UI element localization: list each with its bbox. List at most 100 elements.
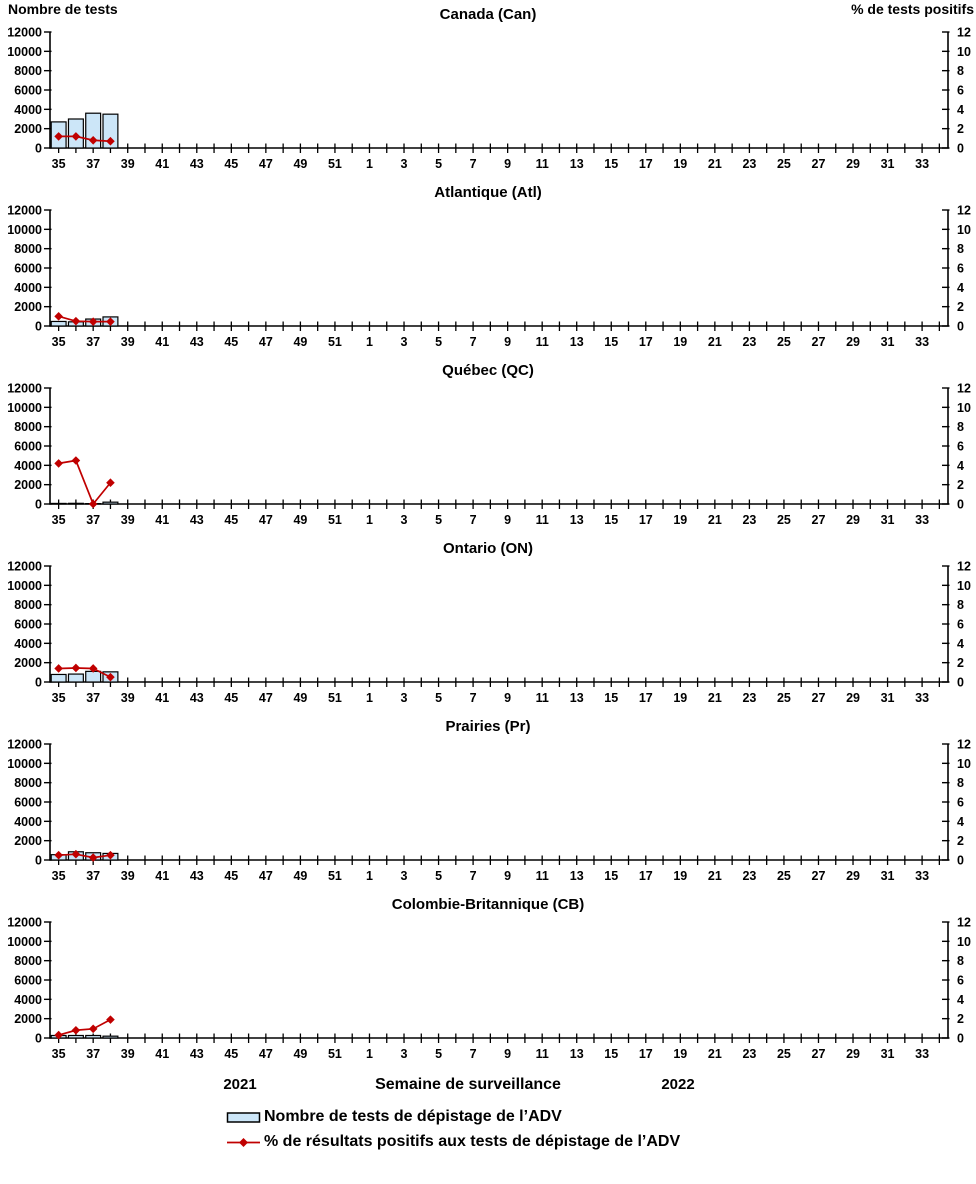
x-tick-label: 49 bbox=[293, 513, 307, 527]
x-tick-label: 29 bbox=[846, 869, 860, 883]
x-tick-label: 5 bbox=[435, 1047, 442, 1061]
x-tick-label: 33 bbox=[915, 869, 929, 883]
x-tick-label: 39 bbox=[121, 335, 135, 349]
x-tick-label: 27 bbox=[812, 869, 826, 883]
panel-title: Ontario (ON) bbox=[443, 540, 533, 557]
x-tick-label: 15 bbox=[604, 335, 618, 349]
x-tick-label: 21 bbox=[708, 335, 722, 349]
y-tick-label-left: 4000 bbox=[14, 459, 42, 473]
x-tick-label: 9 bbox=[504, 1047, 511, 1061]
x-tick-label: 13 bbox=[570, 335, 584, 349]
x-tick-label: 9 bbox=[504, 691, 511, 705]
panel-colombie-britannique-cb: Colombie-Britannique (CB) 0 2000 4000 6000 80… bbox=[0, 894, 976, 1072]
y-tick-label-right: 10 bbox=[957, 45, 971, 59]
x-tick-label: 15 bbox=[604, 691, 618, 705]
y-tick-label-right: 6 bbox=[957, 618, 964, 632]
x-tick-label: 41 bbox=[155, 869, 169, 883]
x-tick-label: 31 bbox=[881, 869, 895, 883]
y-tick-label-left: 12000 bbox=[7, 382, 42, 396]
x-tick-label: 51 bbox=[328, 869, 342, 883]
panel-title: Prairies (Pr) bbox=[445, 718, 531, 735]
x-tick-label: 33 bbox=[915, 1047, 929, 1061]
tests-bar-week-35 bbox=[50, 320, 67, 327]
x-tick-label: 3 bbox=[401, 1047, 408, 1061]
tests-bar-week-38 bbox=[102, 501, 119, 505]
y-tick-label-left: 2000 bbox=[14, 834, 42, 848]
pct-positive-line bbox=[58, 459, 112, 506]
tests-bar-week-37 bbox=[85, 1034, 102, 1039]
x-tick-label: 41 bbox=[155, 691, 169, 705]
y-tick-label-left: 4000 bbox=[14, 993, 42, 1007]
y-tick-label-left: 6000 bbox=[14, 618, 42, 632]
x-tick-label: 17 bbox=[639, 869, 653, 883]
x-tick-label: 31 bbox=[881, 691, 895, 705]
x-tick-label: 43 bbox=[190, 691, 204, 705]
x-tick-label: 51 bbox=[328, 157, 342, 171]
x-tick-label: 1 bbox=[366, 513, 373, 527]
x-tick-label: 25 bbox=[777, 691, 791, 705]
x-tick-label: 35 bbox=[52, 157, 66, 171]
x-tick-label: 41 bbox=[155, 1047, 169, 1061]
x-tick-label: 23 bbox=[742, 513, 756, 527]
x-tick-label: 45 bbox=[224, 691, 238, 705]
y-tick-label-left: 12000 bbox=[7, 560, 42, 574]
x-tick-label: 7 bbox=[470, 869, 477, 883]
pct-positive-marker-week-38 bbox=[106, 136, 115, 146]
pct-positive-marker-week-37 bbox=[88, 317, 98, 326]
pct-positive-marker-week-37 bbox=[88, 135, 98, 145]
y-tick-label-right: 2 bbox=[957, 1012, 964, 1026]
y-tick-label-right: 12 bbox=[957, 26, 971, 40]
y-tick-label-right: 2 bbox=[957, 656, 964, 670]
y-tick-label-right: 8 bbox=[957, 954, 964, 968]
x-tick-label: 41 bbox=[155, 157, 169, 171]
pct-positive-marker-week-37 bbox=[88, 499, 98, 509]
x-tick-label: 13 bbox=[570, 691, 584, 705]
y-tick-label-left: 8000 bbox=[14, 776, 42, 790]
legend-item-pct: % de résultats positifs aux tests de dép… bbox=[226, 1133, 976, 1151]
x-tick-label: 51 bbox=[328, 513, 342, 527]
x-tick-label: 19 bbox=[673, 157, 687, 171]
y-tick-label-left: 10000 bbox=[7, 45, 42, 59]
legend-line-diamond-icon bbox=[227, 1137, 260, 1147]
panel-title-row: Prairies (Pr) bbox=[0, 716, 976, 738]
y-tick-label-left: 10000 bbox=[7, 401, 42, 415]
tests-bar-week-35 bbox=[50, 502, 67, 505]
x-tick-label: 51 bbox=[328, 691, 342, 705]
x-tick-label: 49 bbox=[293, 691, 307, 705]
panel-title: Québec (QC) bbox=[442, 362, 534, 379]
x-tick-label: 13 bbox=[570, 869, 584, 883]
x-tick-label: 11 bbox=[536, 335, 549, 349]
y-tick-label-left: 10000 bbox=[7, 579, 42, 593]
x-tick-label: 39 bbox=[121, 691, 135, 705]
panel-title-row: Ontario (ON) bbox=[0, 538, 976, 560]
panel-title-row: Québec (QC) bbox=[0, 360, 976, 382]
pct-positive-marker-week-38 bbox=[106, 1015, 115, 1024]
legend-label-pct: % de résultats positifs aux tests de dép… bbox=[264, 1133, 681, 1150]
x-tick-label: 35 bbox=[52, 513, 66, 527]
x-tick-label: 1 bbox=[366, 157, 373, 171]
pct-positive-marker-week-38 bbox=[106, 672, 115, 682]
x-tick-label: 9 bbox=[504, 513, 511, 527]
y-tick-label-left: 8000 bbox=[14, 420, 42, 434]
x-tick-label: 17 bbox=[639, 335, 653, 349]
x-tick-label: 29 bbox=[846, 157, 860, 171]
x-tick-label: 29 bbox=[846, 513, 860, 527]
panel-qu-bec-qc: Québec (QC) 0 2000 4000 6000 8000 10000 12000 0 2… bbox=[0, 360, 976, 538]
x-tick-label: 29 bbox=[846, 691, 860, 705]
x-tick-label: 43 bbox=[190, 157, 204, 171]
x-tick-label: 43 bbox=[190, 335, 204, 349]
x-tick-label: 39 bbox=[121, 157, 135, 171]
x-tick-label: 47 bbox=[259, 869, 273, 883]
x-tick-label: 29 bbox=[846, 1047, 860, 1061]
pct-positive-marker-week-35 bbox=[54, 132, 63, 141]
x-tick-label: 9 bbox=[504, 335, 511, 349]
y-tick-label-left: 8000 bbox=[14, 954, 42, 968]
x-tick-label: 19 bbox=[673, 513, 687, 527]
x-tick-label: 43 bbox=[190, 1047, 204, 1061]
y-tick-label-right: 4 bbox=[957, 637, 964, 651]
x-tick-label: 47 bbox=[259, 1047, 273, 1061]
y-tick-label-right: 2 bbox=[957, 834, 964, 848]
